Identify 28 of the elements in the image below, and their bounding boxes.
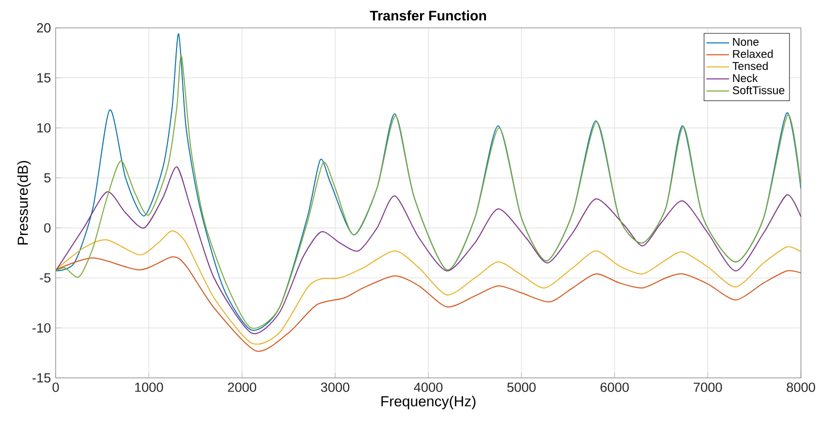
line-series <box>56 230 801 345</box>
x-tick-label: 6000 <box>600 382 629 392</box>
x-tick-label: 8000 <box>786 382 816 392</box>
chart-title: Transfer Function <box>370 10 486 21</box>
x-tick-label: 7000 <box>694 382 722 392</box>
y-tick-label: 10 <box>37 123 51 133</box>
line-series <box>56 256 801 352</box>
x-axis-title: Frequency(Hz) <box>381 396 476 410</box>
y-tick-label: 20 <box>36 23 51 33</box>
y-tick-label: -15 <box>32 373 50 383</box>
legend-label: Tensed <box>732 62 768 70</box>
y-axis-title: Pressure(dB) <box>17 161 31 245</box>
y-tick-label: 15 <box>37 73 50 83</box>
x-tick-label: 4000 <box>414 382 442 392</box>
y-tick-label: 0 <box>44 223 51 233</box>
line-series <box>56 166 801 334</box>
x-tick-label: 2000 <box>228 382 256 392</box>
legend-label: Relaxed <box>733 50 773 58</box>
y-tick-label: -5 <box>40 273 50 283</box>
y-tick-label: -10 <box>32 323 51 333</box>
x-tick-label: 5000 <box>507 382 536 392</box>
x-tick-label: 0 <box>52 382 59 392</box>
legend-label: Neck <box>733 74 758 82</box>
x-tick-label: 3000 <box>320 382 350 392</box>
y-tick-label: 5 <box>44 173 50 183</box>
legend-label: SoftTissue <box>732 86 784 94</box>
x-tick-label: 1000 <box>135 382 164 392</box>
legend-label: None <box>733 38 759 46</box>
